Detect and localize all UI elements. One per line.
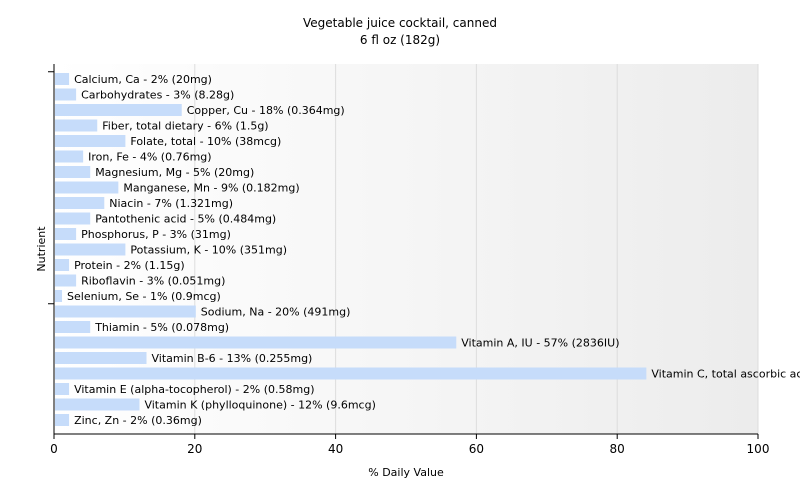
bar: [55, 305, 196, 318]
bar: [55, 150, 84, 163]
bar: [55, 367, 647, 380]
bar-label: Fiber, total dietary - 6% (1.5g): [102, 120, 268, 133]
x-tick-label: 80: [610, 442, 625, 456]
bar: [55, 212, 91, 225]
bar: [55, 321, 91, 333]
bar: [55, 383, 70, 395]
bar: [55, 73, 70, 85]
axes: 0 20 40 60 80 100: [48, 64, 769, 456]
bar: [55, 274, 77, 287]
bar-label: Vitamin E (alpha-tocopherol) - 2% (0.58m…: [74, 383, 314, 396]
bars: Calcium, Ca - 2% (20mg) Carbohydrates - 3…: [55, 73, 800, 427]
bar: [55, 135, 126, 147]
bar: [55, 197, 105, 209]
bar: [55, 336, 457, 349]
bar: [55, 119, 98, 132]
x-tick-label: 100: [747, 442, 770, 456]
bar-label: Selenium, Se - 1% (0.9mcg): [67, 290, 221, 303]
bar: [55, 88, 77, 101]
bar: [55, 352, 147, 364]
bar-label: Vitamin K (phylloquinone) - 12% (9.6mcg): [144, 399, 375, 412]
bar-label: Iron, Fe - 4% (0.76mg): [88, 151, 211, 164]
bar: [55, 243, 126, 256]
bar-label: Pantothenic acid - 5% (0.484mg): [95, 213, 276, 226]
bar-label: Protein - 2% (1.15g): [74, 259, 185, 272]
bar-label: Copper, Cu - 18% (0.364mg): [187, 104, 345, 117]
bar: [55, 414, 70, 426]
bar-label: Vitamin C, total ascorbic acid - 84% (50…: [651, 368, 800, 381]
bar-label: Vitamin A, IU - 57% (2836IU): [461, 337, 619, 350]
bar-label: Vitamin B-6 - 13% (0.255mg): [152, 352, 313, 365]
bar-label: Sodium, Na - 20% (491mg): [201, 306, 351, 319]
bar-label: Potassium, K - 10% (351mg): [130, 244, 287, 257]
bar-label: Riboflavin - 3% (0.051mg): [81, 275, 225, 288]
x-tick-label: 0: [50, 442, 58, 456]
bar-label: Folate, total - 10% (38mcg): [130, 135, 281, 148]
bar-label: Thiamin - 5% (0.078mg): [94, 321, 229, 334]
bar-label: Calcium, Ca - 2% (20mg): [74, 73, 212, 86]
x-axis-label: % Daily Value: [368, 466, 444, 479]
x-tick-label: 60: [469, 442, 484, 456]
bar: [55, 290, 63, 302]
bar: [55, 166, 91, 178]
bar-label: Zinc, Zn - 2% (0.36mg): [74, 414, 202, 427]
chart-subtitle: 6 fl oz (182g): [360, 33, 440, 47]
bar-label: Carbohydrates - 3% (8.28g): [81, 89, 234, 102]
y-axis-label: Nutrient: [35, 226, 48, 272]
bar: [55, 259, 70, 271]
bar: [55, 398, 140, 411]
chart-title: Vegetable juice cocktail, canned: [303, 16, 497, 30]
x-tick-label: 40: [328, 442, 343, 456]
bar-label: Manganese, Mn - 9% (0.182mg): [123, 182, 299, 195]
bar-label: Magnesium, Mg - 5% (20mg): [95, 166, 254, 179]
bar: [55, 104, 182, 116]
x-tick-label: 20: [187, 442, 202, 456]
bar-label: Niacin - 7% (1.321mg): [109, 197, 233, 210]
bar-label: Phosphorus, P - 3% (31mg): [81, 228, 231, 241]
bar: [55, 228, 77, 240]
bar: [55, 181, 119, 194]
